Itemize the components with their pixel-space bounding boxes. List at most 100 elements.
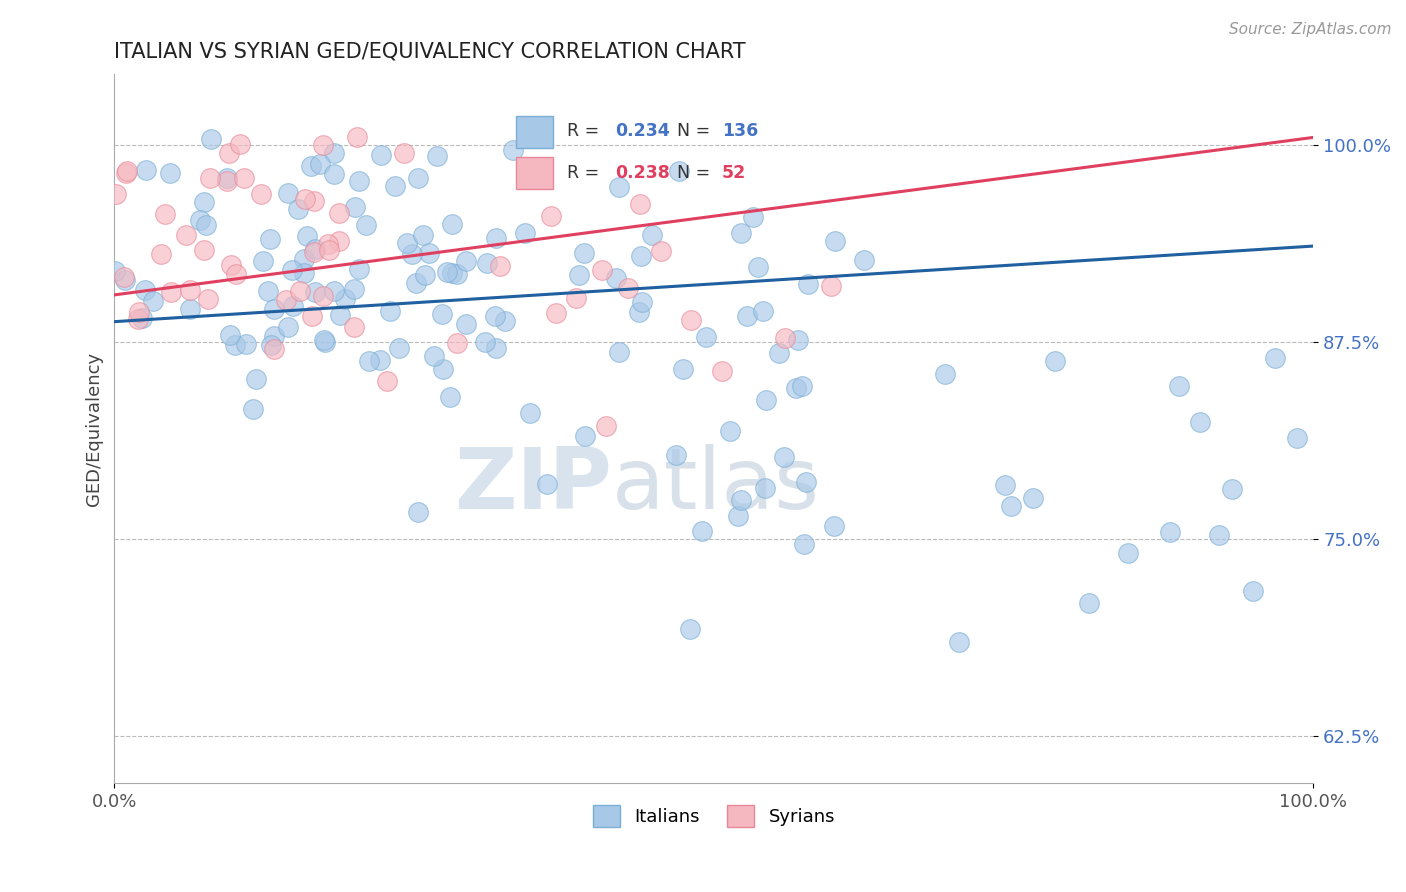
Point <box>259 232 281 246</box>
Point <box>193 194 215 209</box>
Point <box>1168 378 1191 392</box>
Point <box>426 149 449 163</box>
Point <box>219 258 242 272</box>
Point <box>536 477 558 491</box>
Point <box>301 309 323 323</box>
Point <box>312 137 335 152</box>
Point <box>135 163 157 178</box>
Point <box>318 243 340 257</box>
Point <box>1043 354 1066 368</box>
Point <box>768 346 790 360</box>
Point <box>994 477 1017 491</box>
Point <box>225 267 247 281</box>
Point <box>695 329 717 343</box>
Point <box>574 428 596 442</box>
Point <box>309 157 332 171</box>
Point <box>160 285 183 299</box>
Point <box>304 242 326 256</box>
Point <box>672 361 695 376</box>
Point <box>292 252 315 267</box>
Point <box>454 318 477 332</box>
Point <box>200 132 222 146</box>
Point <box>755 393 778 408</box>
Point <box>150 247 173 261</box>
Point <box>432 362 454 376</box>
Point <box>513 226 536 240</box>
Point <box>280 262 302 277</box>
Point <box>1264 351 1286 365</box>
Point <box>252 254 274 268</box>
Point <box>283 299 305 313</box>
Text: Source: ZipAtlas.com: Source: ZipAtlas.com <box>1229 22 1392 37</box>
Point <box>1116 547 1139 561</box>
Point <box>440 217 463 231</box>
Point <box>440 266 463 280</box>
Point <box>773 450 796 465</box>
Point <box>446 335 468 350</box>
Point <box>375 374 398 388</box>
Point <box>263 342 285 356</box>
Point <box>797 277 820 292</box>
Point <box>617 280 640 294</box>
Y-axis label: GED/Equivalency: GED/Equivalency <box>86 351 103 506</box>
Point <box>418 245 440 260</box>
Point <box>104 264 127 278</box>
Point <box>1241 584 1264 599</box>
Point <box>356 218 378 232</box>
Point <box>343 200 366 214</box>
Point <box>224 338 246 352</box>
Point <box>193 243 215 257</box>
Point <box>314 335 336 350</box>
Point <box>436 265 458 279</box>
Point <box>787 333 810 347</box>
Point <box>322 167 344 181</box>
Point <box>197 293 219 307</box>
Point <box>430 307 453 321</box>
Point <box>1285 431 1308 445</box>
Point <box>785 381 807 395</box>
Point <box>823 519 845 533</box>
Point <box>853 253 876 268</box>
Point <box>489 259 512 273</box>
Point <box>370 147 392 161</box>
Point <box>406 171 429 186</box>
Point <box>276 293 298 307</box>
Point <box>754 481 776 495</box>
Point <box>115 166 138 180</box>
Text: ITALIAN VS SYRIAN GED/EQUIVALENCY CORRELATION CHART: ITALIAN VS SYRIAN GED/EQUIVALENCY CORREL… <box>114 42 747 62</box>
Point <box>494 314 516 328</box>
Point <box>628 197 651 211</box>
Point <box>591 263 613 277</box>
Point <box>741 211 763 225</box>
Point <box>392 145 415 160</box>
Point <box>179 301 201 316</box>
Point <box>607 345 630 359</box>
Point <box>277 186 299 201</box>
Point <box>650 244 672 258</box>
Point <box>681 312 703 326</box>
Point <box>668 164 690 178</box>
Point <box>155 207 177 221</box>
Text: ZIP: ZIP <box>454 444 612 527</box>
Point <box>439 390 461 404</box>
Point <box>484 309 506 323</box>
Point <box>820 279 842 293</box>
Point <box>665 448 688 462</box>
Point <box>1159 525 1181 540</box>
Point <box>179 283 201 297</box>
Point <box>395 236 418 251</box>
Point <box>127 311 149 326</box>
Point <box>1022 491 1045 505</box>
Point <box>159 166 181 180</box>
Point <box>263 302 285 317</box>
Point <box>174 228 197 243</box>
Point <box>546 306 568 320</box>
Point <box>1208 528 1230 542</box>
Point <box>679 623 702 637</box>
Point <box>454 254 477 268</box>
Point <box>627 305 650 319</box>
Point <box>948 635 970 649</box>
Point <box>565 291 588 305</box>
Point <box>299 159 322 173</box>
Point <box>114 272 136 286</box>
